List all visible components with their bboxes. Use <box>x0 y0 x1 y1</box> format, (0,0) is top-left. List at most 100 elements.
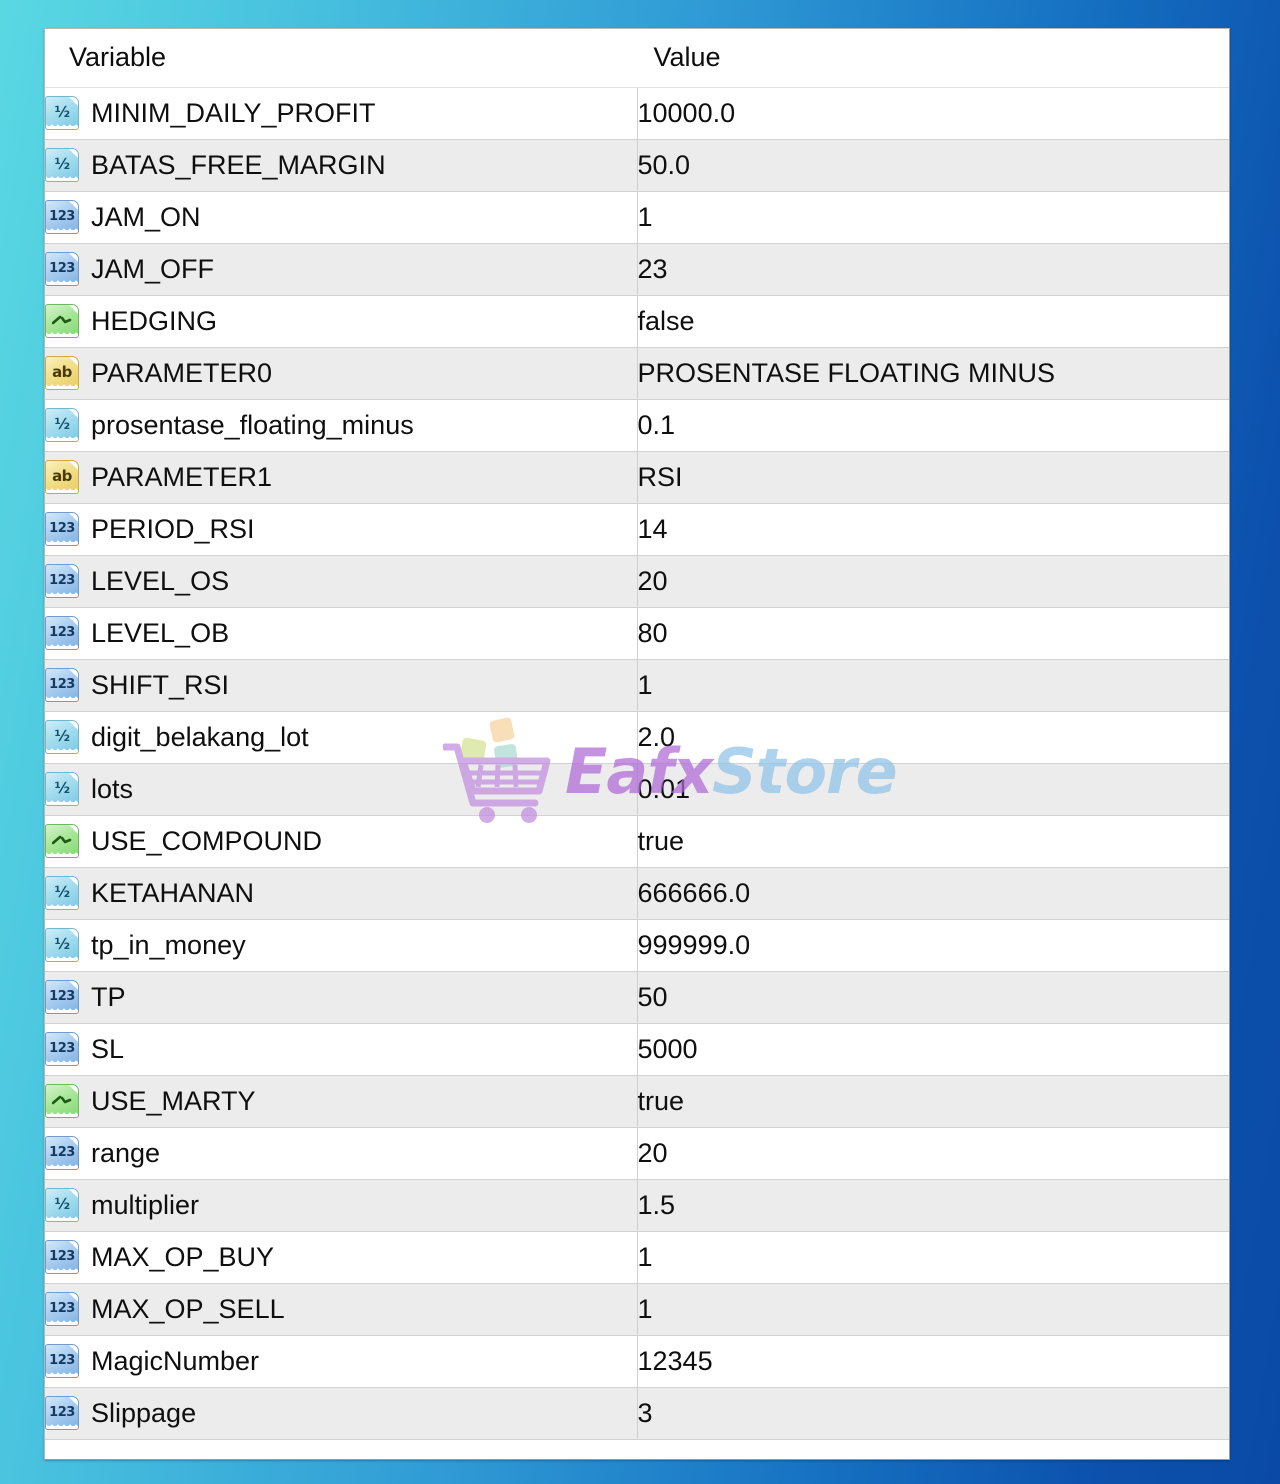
table-row[interactable]: ½ prosentase_floating_minus 0.1 <box>45 399 1229 451</box>
table-row[interactable]: ½ tp_in_money 999999.0 <box>45 919 1229 971</box>
table-row[interactable]: ab PARAMETER0 PROSENTASE FLOATING MINUS <box>45 346 1229 400</box>
table-row[interactable]: ½ lots 0.01 <box>45 762 1229 816</box>
variable-value[interactable]: 20 <box>637 565 668 596</box>
cell-value[interactable]: 1 <box>636 1282 1229 1336</box>
variable-value[interactable]: 999999.0 <box>637 929 751 960</box>
table-row[interactable]: 123 JAM_ON 1 <box>45 191 1229 243</box>
variable-value[interactable]: 80 <box>637 617 668 648</box>
cell-variable[interactable]: 123 MAX_OP_SELL <box>45 1282 637 1336</box>
cell-variable[interactable]: 123 SHIFT_RSI <box>45 658 637 712</box>
table-row[interactable]: 123 MAX_OP_BUY 1 <box>45 1231 1229 1283</box>
cell-variable[interactable]: ½ MINIM_DAILY_PROFIT <box>45 87 637 139</box>
cell-variable[interactable]: 123 LEVEL_OB <box>45 607 637 659</box>
cell-value[interactable]: 80 <box>636 607 1229 659</box>
ea-inputs-table[interactable]: Variable Value ½ MINIM_DAILY_PROFIT 10000.… <box>45 29 1229 1440</box>
cell-value[interactable]: 20 <box>636 1127 1229 1179</box>
table-row[interactable]: 123 PERIOD_RSI 14 <box>45 503 1229 555</box>
variable-value[interactable]: 1 <box>637 201 653 232</box>
variable-value[interactable]: RSI <box>637 461 683 492</box>
variable-value[interactable]: 20 <box>637 1137 668 1168</box>
cell-variable[interactable]: ½ BATAS_FREE_MARGIN <box>45 138 637 192</box>
cell-value[interactable]: 12345 <box>636 1335 1229 1387</box>
cell-variable[interactable]: 123 MagicNumber <box>45 1335 637 1387</box>
cell-variable[interactable]: ab PARAMETER1 <box>45 450 637 504</box>
cell-variable[interactable]: USE_COMPOUND <box>45 815 637 867</box>
variable-value[interactable]: 1 <box>637 669 653 700</box>
variable-value[interactable]: 3 <box>637 1397 653 1428</box>
table-row[interactable]: ½ BATAS_FREE_MARGIN 50.0 <box>45 138 1229 192</box>
cell-variable[interactable]: ½ multiplier <box>45 1178 637 1232</box>
cell-value[interactable]: 1 <box>636 658 1229 712</box>
table-row[interactable]: USE_COMPOUND true <box>45 815 1229 867</box>
table-row[interactable]: 123 JAM_OFF 23 <box>45 242 1229 296</box>
column-header-variable[interactable]: Variable <box>45 29 637 88</box>
cell-value[interactable]: 1 <box>636 1231 1229 1283</box>
table-row[interactable]: 123 Slippage 3 <box>45 1386 1229 1440</box>
cell-variable[interactable]: ab PARAMETER0 <box>45 346 637 400</box>
column-header-value[interactable]: Value <box>636 29 1229 88</box>
cell-variable[interactable]: 123 LEVEL_OS <box>45 554 637 608</box>
variable-value[interactable]: true <box>637 1085 685 1116</box>
variable-value[interactable]: 50 <box>637 981 668 1012</box>
cell-value[interactable]: 2.0 <box>636 711 1229 763</box>
variable-value[interactable]: 0.01 <box>637 773 691 804</box>
cell-value[interactable]: 0.01 <box>636 762 1229 816</box>
variable-value[interactable]: 10000.0 <box>637 97 736 128</box>
table-row[interactable]: ½ KETAHANAN 666666.0 <box>45 866 1229 920</box>
table-row[interactable]: USE_MARTY true <box>45 1074 1229 1128</box>
cell-value[interactable]: 14 <box>636 503 1229 555</box>
variable-value[interactable]: 1 <box>637 1241 653 1272</box>
cell-value[interactable]: 23 <box>636 242 1229 296</box>
cell-value[interactable]: false <box>636 295 1229 347</box>
cell-value[interactable]: 5000 <box>636 1023 1229 1075</box>
cell-value[interactable]: 1 <box>636 191 1229 243</box>
cell-value[interactable]: 10000.0 <box>636 87 1229 139</box>
cell-variable[interactable]: 123 range <box>45 1127 637 1179</box>
cell-value[interactable]: 3 <box>636 1386 1229 1440</box>
variable-value[interactable]: 1 <box>637 1293 653 1324</box>
table-row[interactable]: 123 LEVEL_OB 80 <box>45 607 1229 659</box>
variable-value[interactable]: 0.1 <box>637 409 676 440</box>
table-row[interactable]: 123 SHIFT_RSI 1 <box>45 658 1229 712</box>
cell-value[interactable]: 666666.0 <box>636 866 1229 920</box>
cell-value[interactable]: RSI <box>636 450 1229 504</box>
table-row[interactable]: ½ digit_belakang_lot 2.0 <box>45 711 1229 763</box>
table-row[interactable]: 123 LEVEL_OS 20 <box>45 554 1229 608</box>
cell-value[interactable]: 0.1 <box>636 399 1229 451</box>
cell-variable[interactable]: 123 PERIOD_RSI <box>45 503 637 555</box>
cell-variable[interactable]: ½ digit_belakang_lot <box>45 711 637 763</box>
cell-value[interactable]: true <box>636 1074 1229 1128</box>
cell-value[interactable]: 999999.0 <box>636 919 1229 971</box>
table-row[interactable]: ½ multiplier 1.5 <box>45 1178 1229 1232</box>
cell-value[interactable]: 50 <box>636 970 1229 1024</box>
cell-variable[interactable]: 123 JAM_OFF <box>45 242 637 296</box>
table-row[interactable]: 123 MAX_OP_SELL 1 <box>45 1282 1229 1336</box>
cell-variable[interactable]: HEDGING <box>45 295 637 347</box>
variable-value[interactable]: 5000 <box>637 1033 698 1064</box>
cell-value[interactable]: 1.5 <box>636 1178 1229 1232</box>
table-row[interactable]: 123 TP 50 <box>45 970 1229 1024</box>
cell-value[interactable]: true <box>636 815 1229 867</box>
cell-variable[interactable]: ½ prosentase_floating_minus <box>45 399 637 451</box>
cell-variable[interactable]: 123 Slippage <box>45 1386 637 1440</box>
table-row[interactable]: 123 SL 5000 <box>45 1023 1229 1075</box>
variable-value[interactable]: false <box>637 305 695 336</box>
cell-value[interactable]: 20 <box>636 554 1229 608</box>
variable-value[interactable]: 666666.0 <box>637 877 751 908</box>
cell-variable[interactable]: 123 MAX_OP_BUY <box>45 1231 637 1283</box>
cell-variable[interactable]: 123 JAM_ON <box>45 191 637 243</box>
variable-value[interactable]: 23 <box>637 253 668 284</box>
cell-variable[interactable]: ½ tp_in_money <box>45 919 637 971</box>
table-row[interactable]: HEDGING false <box>45 295 1229 347</box>
cell-variable[interactable]: ½ KETAHANAN <box>45 866 637 920</box>
table-row[interactable]: 123 MagicNumber 12345 <box>45 1335 1229 1387</box>
variable-value[interactable]: 50.0 <box>637 149 691 180</box>
cell-variable[interactable]: ½ lots <box>45 762 637 816</box>
variable-value[interactable]: 1.5 <box>637 1189 676 1220</box>
cell-variable[interactable]: 123 TP <box>45 970 637 1024</box>
cell-variable[interactable]: 123 SL <box>45 1023 637 1075</box>
table-row[interactable]: 123 range 20 <box>45 1127 1229 1179</box>
cell-variable[interactable]: USE_MARTY <box>45 1074 637 1128</box>
variable-value[interactable]: true <box>637 825 685 856</box>
variable-value[interactable]: 2.0 <box>637 721 676 752</box>
